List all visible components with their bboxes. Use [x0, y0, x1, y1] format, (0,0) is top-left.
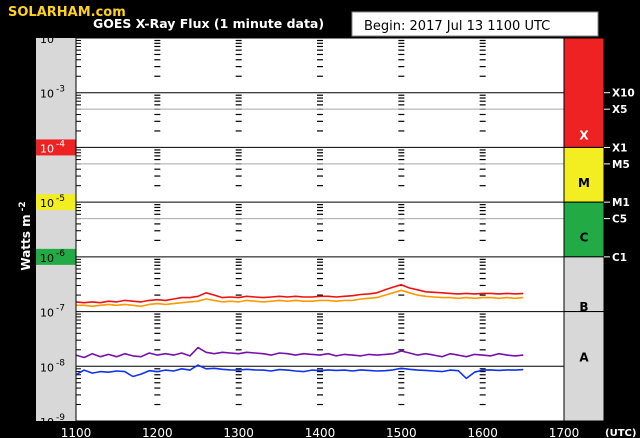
flare-class-letter: M	[578, 176, 590, 190]
y-decade-base: 10	[40, 142, 54, 155]
x-tick-label: 1400	[305, 426, 336, 438]
y-decade-label: 10 -9	[40, 413, 65, 429]
x-tick-label: 1600	[467, 426, 498, 438]
class-level-label: X5	[612, 104, 627, 116]
y-decade-base: 10	[40, 416, 54, 429]
flare-class-band	[563, 311, 605, 422]
decade-highlight	[36, 248, 76, 265]
y-decade-exp: -7	[56, 304, 65, 314]
flux-series-line	[76, 289, 524, 308]
y-decade-label: 10 -7	[40, 304, 65, 320]
site-logo: SOLARHAM.com	[8, 5, 126, 20]
flare-class-bands: X M C B A	[563, 37, 605, 422]
y-decade-exp: -8	[56, 358, 65, 368]
flux-series-line	[75, 364, 524, 380]
x-unit-label: (UTC)	[605, 428, 636, 438]
x-tick-label: 1500	[386, 426, 417, 438]
x-tick-label: 1700	[549, 426, 580, 438]
y-decade-exp: -3	[56, 85, 65, 95]
class-level-label: X1	[612, 142, 627, 154]
y-decade-exp: -5	[56, 194, 65, 204]
decade-highlight	[36, 139, 76, 156]
flare-class-level-labels: X10 X5 X1 M5 M1 C5 C1	[604, 88, 635, 264]
y-axis-label-exp: -2	[18, 201, 28, 211]
begin-box	[351, 11, 599, 37]
y-decade-base: 10	[40, 307, 54, 320]
y-decade-labels: 10-210-310-410-510-610-710-810-9	[36, 30, 76, 429]
y-decade-base: 10	[40, 88, 54, 101]
y-decade-base: 10	[40, 361, 54, 374]
y-decade-exp: -6	[56, 249, 65, 259]
y-decade-base: 10	[40, 252, 54, 265]
x-tick-label: 1200	[142, 426, 173, 438]
chart-title: GOES X-Ray Flux (1 minute data)	[93, 16, 324, 31]
flare-class-letter: A	[579, 351, 589, 365]
y-decade-label: 10 -6	[40, 249, 65, 265]
plot-area	[76, 38, 564, 421]
y-decade-exp: -4	[56, 139, 65, 149]
y-axis-label-base: Watts m	[19, 214, 33, 270]
flare-class-band	[563, 37, 605, 148]
y-decade-label: 10 -8	[40, 358, 65, 374]
flare-class-band	[563, 146, 605, 203]
y-label-column	[36, 38, 76, 421]
decade-highlight	[36, 194, 76, 211]
svg-text:Watts m-2: Watts m -2	[18, 201, 33, 270]
y-decade-exp: -2	[56, 30, 65, 40]
class-level-label: X10	[612, 88, 635, 100]
y-decade-base: 10	[40, 33, 54, 46]
flare-class-letter: X	[579, 128, 589, 142]
class-level-label: M1	[612, 197, 630, 209]
flux-series-line	[75, 283, 524, 304]
flux-series	[75, 283, 524, 380]
y-decade-label: 10 -2	[40, 30, 65, 46]
begin-label: Begin: 2017 Jul 13 1100 UTC	[364, 19, 550, 34]
class-level-label: C5	[612, 214, 627, 226]
plot-frame	[75, 37, 565, 422]
x-tick-labels: 1100 1200 1300 1400 1500 1600 1700 (UTC)	[61, 426, 637, 438]
y-decade-label: 10 -3	[40, 85, 65, 101]
y-decade-label: 10 -4	[40, 139, 65, 155]
y-axis-label: Watts m -2	[18, 201, 33, 270]
class-level-label: C1	[612, 252, 627, 264]
x-tick-label: 1100	[61, 426, 92, 438]
y-decade-base: 10	[40, 197, 54, 210]
x-tick-label: 1300	[223, 426, 254, 438]
flare-class-letter: B	[579, 300, 588, 314]
class-level-label: M5	[612, 159, 630, 171]
flare-class-band	[563, 201, 605, 258]
flare-class-letter: C	[580, 231, 589, 245]
flux-series-line	[75, 346, 524, 359]
gridlines	[76, 92, 604, 367]
flare-class-band	[563, 256, 605, 313]
y-decade-label: 10 -5	[40, 194, 65, 210]
y-decade-exp: -9	[56, 413, 65, 423]
